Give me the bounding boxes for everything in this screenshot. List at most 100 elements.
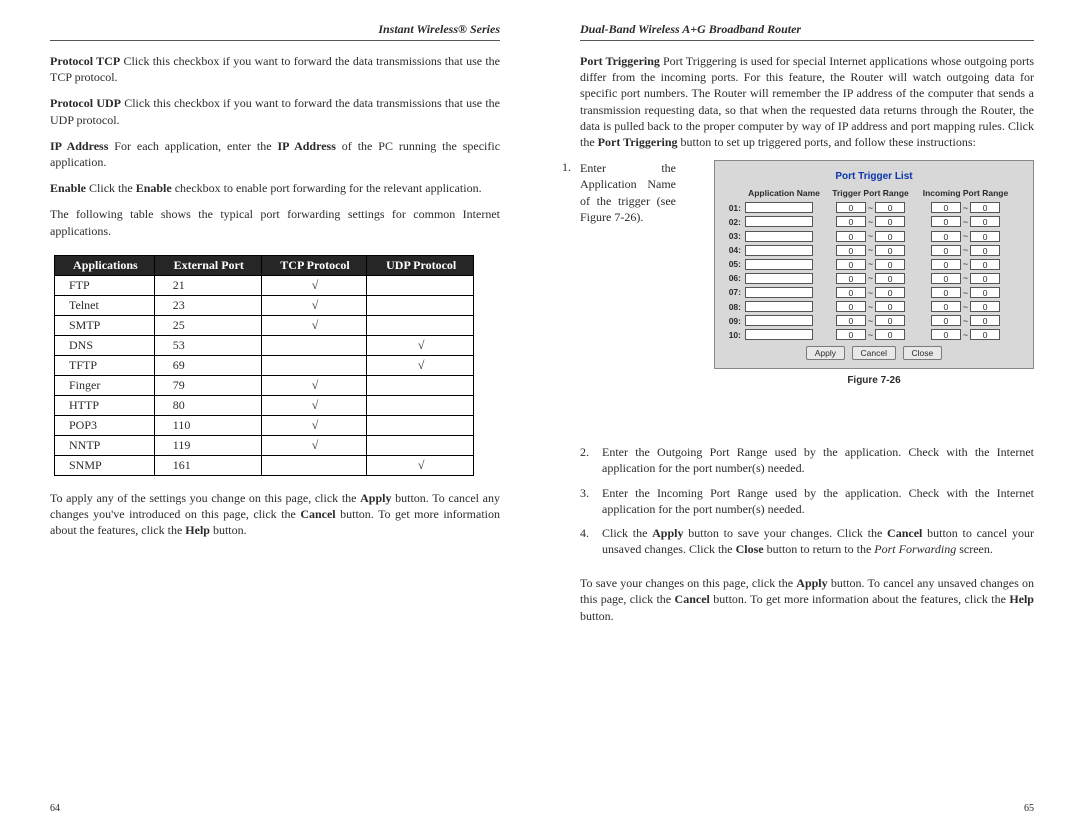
cell-udp: √ [367, 455, 474, 475]
tilde: ~ [963, 273, 968, 283]
tilde: ~ [868, 203, 873, 213]
trigger-row: 02:0~00~0 [723, 216, 1025, 227]
close-button[interactable]: Close [903, 346, 943, 360]
application-name-input[interactable] [745, 245, 813, 256]
cell-udp: √ [367, 335, 474, 355]
application-name-input[interactable] [745, 287, 813, 298]
incoming-port-from-input[interactable]: 0 [931, 259, 961, 270]
incoming-port-from-input[interactable]: 0 [931, 301, 961, 312]
trigger-port-from-input[interactable]: 0 [836, 287, 866, 298]
trigger-port-to-input[interactable]: 0 [875, 259, 905, 270]
apply-button[interactable]: Apply [806, 346, 845, 360]
trigger-port-from-input[interactable]: 0 [836, 301, 866, 312]
table-row: NNTP119√ [55, 435, 474, 455]
cell-udp: √ [367, 355, 474, 375]
cancel-button[interactable]: Cancel [852, 346, 896, 360]
incoming-port-to-input[interactable]: 0 [970, 315, 1000, 326]
application-name-input[interactable] [745, 216, 813, 227]
cell-udp [367, 295, 474, 315]
trigger-port-to-input[interactable]: 0 [875, 329, 905, 340]
incoming-port-from-input[interactable]: 0 [931, 202, 961, 213]
text: Click the [602, 526, 652, 540]
table-row: Telnet23√ [55, 295, 474, 315]
cell-udp [367, 415, 474, 435]
step-number: 3. [580, 485, 589, 501]
para-apply-cancel: To apply any of the settings you change … [50, 490, 500, 539]
trigger-port-to-input[interactable]: 0 [875, 301, 905, 312]
trigger-header-row: Application Name Trigger Port Range Inco… [723, 188, 1025, 198]
trigger-port-from-input[interactable]: 0 [836, 329, 866, 340]
cell-tcp [261, 455, 367, 475]
incoming-port-from-input[interactable]: 0 [931, 329, 961, 340]
row-label: 07: [723, 287, 745, 297]
application-name-input[interactable] [745, 259, 813, 270]
trigger-row: 06:0~00~0 [723, 273, 1025, 284]
cell-app: NNTP [55, 435, 155, 455]
incoming-port-from-input[interactable]: 0 [931, 245, 961, 256]
text-bold: Close [736, 542, 764, 556]
trigger-port-from-input[interactable]: 0 [836, 216, 866, 227]
trigger-port-to-input[interactable]: 0 [875, 245, 905, 256]
trigger-port-to-input[interactable]: 0 [875, 287, 905, 298]
incoming-port-to-input[interactable]: 0 [970, 202, 1000, 213]
step-number: 4. [580, 525, 589, 541]
incoming-port-from-input[interactable]: 0 [931, 231, 961, 242]
right-page: Dual-Band Wireless A+G Broadband Router … [540, 0, 1080, 834]
cell-udp [367, 435, 474, 455]
row-label: 10: [723, 330, 745, 340]
cell-app: Finger [55, 375, 155, 395]
trigger-port-from-input[interactable]: 0 [836, 273, 866, 284]
incoming-port-to-input[interactable]: 0 [970, 329, 1000, 340]
label-protocol-udp: Protocol UDP [50, 96, 121, 110]
tilde: ~ [963, 330, 968, 340]
application-name-input[interactable] [745, 273, 813, 284]
trigger-port-from-input[interactable]: 0 [836, 202, 866, 213]
cell-tcp [261, 335, 367, 355]
text: To apply any of the settings you change … [50, 491, 360, 505]
application-name-input[interactable] [745, 315, 813, 326]
incoming-port-to-input[interactable]: 0 [970, 287, 1000, 298]
incoming-port-from-input[interactable]: 0 [931, 273, 961, 284]
cell-tcp [261, 355, 367, 375]
incoming-port-to-input[interactable]: 0 [970, 245, 1000, 256]
incoming-port-from-input[interactable]: 0 [931, 216, 961, 227]
tilde: ~ [868, 288, 873, 298]
incoming-port-to-input[interactable]: 0 [970, 301, 1000, 312]
table-row: DNS53√ [55, 335, 474, 355]
incoming-port-from-input[interactable]: 0 [931, 315, 961, 326]
text-bold: Cancel [887, 526, 922, 540]
label-protocol-tcp: Protocol TCP [50, 54, 120, 68]
cell-port: 69 [154, 355, 261, 375]
application-name-input[interactable] [745, 231, 813, 242]
trigger-port-to-input[interactable]: 0 [875, 315, 905, 326]
table-row: Finger79√ [55, 375, 474, 395]
cell-tcp: √ [261, 415, 367, 435]
tilde: ~ [868, 259, 873, 269]
application-name-input[interactable] [745, 329, 813, 340]
incoming-port-to-input[interactable]: 0 [970, 216, 1000, 227]
trigger-port-to-input[interactable]: 0 [875, 273, 905, 284]
incoming-port-to-input[interactable]: 0 [970, 231, 1000, 242]
incoming-port-to-input[interactable]: 0 [970, 273, 1000, 284]
trigger-button-row: Apply Cancel Close [723, 346, 1025, 360]
tilde: ~ [963, 231, 968, 241]
incoming-port-to-input[interactable]: 0 [970, 259, 1000, 270]
application-name-input[interactable] [745, 301, 813, 312]
trigger-port-from-input[interactable]: 0 [836, 245, 866, 256]
trigger-port-from-input[interactable]: 0 [836, 259, 866, 270]
trigger-port-to-input[interactable]: 0 [875, 202, 905, 213]
cell-port: 80 [154, 395, 261, 415]
text: Click the [86, 181, 136, 195]
trigger-port-from-input[interactable]: 0 [836, 315, 866, 326]
trigger-port-to-input[interactable]: 0 [875, 216, 905, 227]
cell-udp [367, 395, 474, 415]
tilde: ~ [963, 245, 968, 255]
incoming-port-from-input[interactable]: 0 [931, 287, 961, 298]
cell-app: FTP [55, 275, 155, 295]
figure-7-26: Port Trigger List Application Name Trigg… [714, 160, 1034, 386]
application-name-input[interactable] [745, 202, 813, 213]
trigger-port-to-input[interactable]: 0 [875, 231, 905, 242]
trigger-port-from-input[interactable]: 0 [836, 231, 866, 242]
cell-app: POP3 [55, 415, 155, 435]
trigger-row: 07:0~00~0 [723, 287, 1025, 298]
